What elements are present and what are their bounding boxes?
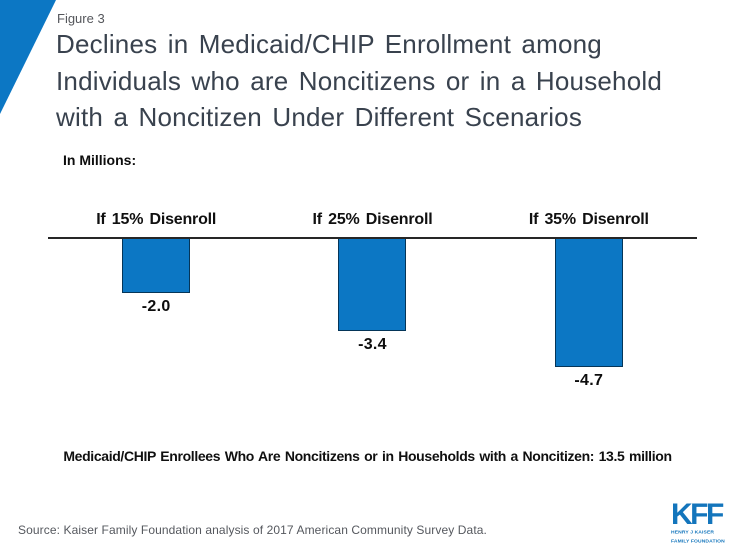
category-label: If 35% Disenroll — [528, 211, 649, 228]
value-label: -4.7 — [574, 371, 604, 389]
category-label: If 15% Disenroll — [96, 211, 217, 228]
bar-group-15pct: If 15% Disenroll -2.0 — [48, 205, 264, 405]
kff-logo: KFF HENRY J KAISER FAMILY FOUNDATION — [671, 500, 731, 547]
chart-title-line-2: Individuals who are Noncitizens or in a … — [56, 65, 663, 96]
bar — [338, 238, 407, 331]
bar-chart: If 15% Disenroll -2.0 If 25% Disenroll -… — [48, 205, 697, 405]
value-label: -2.0 — [141, 297, 171, 315]
x-axis-line — [48, 237, 697, 239]
kff-logo-text: KFF — [671, 498, 724, 531]
bar-wrap: -4.7 — [481, 238, 697, 390]
source-text: Source: Kaiser Family Foundation analysi… — [18, 523, 487, 537]
unit-label: In Millions: — [63, 152, 137, 168]
chart-title: Declines in Medicaid/CHIP Enrollment amo… — [56, 26, 716, 136]
chart-title-line-3: with a Noncitizen Under Different Scenar… — [56, 102, 583, 132]
chart-footnote: Medicaid/CHIP Enrollees Who Are Noncitiz… — [63, 448, 672, 464]
bar-wrap: -3.4 — [264, 238, 480, 354]
bar-group-35pct: If 35% Disenroll -4.7 — [481, 205, 697, 405]
value-label: -3.4 — [358, 335, 387, 353]
figure-label: Figure 3 — [57, 11, 105, 26]
kff-logo-subtext-line-1: HENRY J KAISER — [671, 529, 715, 535]
bar — [554, 238, 623, 367]
kff-logo-subtext-line-2: FAMILY FOUNDATION — [671, 538, 725, 544]
bar — [122, 238, 191, 293]
bar-group-25pct: If 25% Disenroll -3.4 — [264, 205, 480, 405]
corner-triangle-decoration — [0, 0, 56, 114]
bar-wrap: -2.0 — [48, 238, 264, 316]
bar-slots: If 15% Disenroll -2.0 If 25% Disenroll -… — [48, 205, 697, 405]
chart-title-line-1: Declines in Medicaid/CHIP Enrollment amo… — [56, 29, 602, 59]
category-label: If 25% Disenroll — [312, 211, 433, 228]
